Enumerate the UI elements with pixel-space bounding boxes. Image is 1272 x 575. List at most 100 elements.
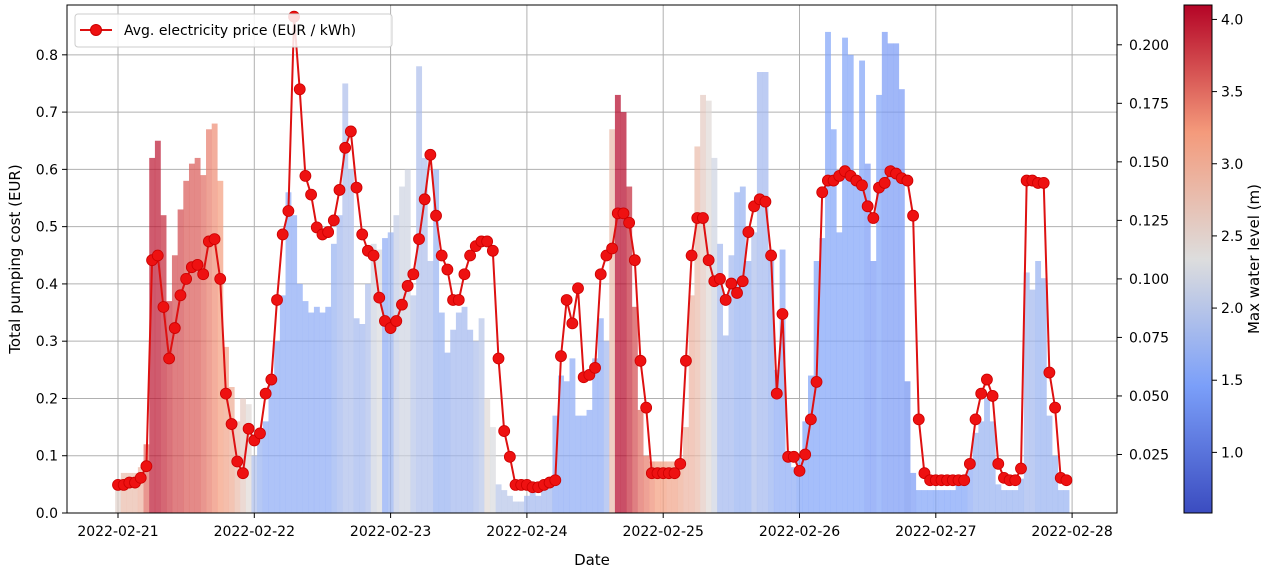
cost-bar [268,375,275,513]
price-point [242,422,255,435]
cost-bars [115,31,1070,513]
cost-bar [1046,415,1053,513]
y-left-tick-label: 0.5 [36,220,58,236]
cost-bar [649,461,655,513]
cost-bar [313,306,320,513]
price-point [981,373,993,386]
price-point [674,457,687,470]
y-right-tick-label: 0.175 [1129,96,1169,112]
cost-bar [416,66,423,513]
price-point [731,287,743,299]
cost-bar [626,186,633,513]
cost-bar [171,255,178,513]
x-tick-label: 2022-02-23 [350,524,431,540]
cost-bar [421,157,428,513]
cost-bar [643,455,650,513]
x-tick-label: 2022-02-27 [895,524,976,540]
colorbar-axis: 1.0 1.5 2.0 2.5 3.0 3.5 4.0 [1212,12,1243,461]
price-point [680,354,692,367]
cost-bar [978,421,985,513]
price-point [407,268,420,281]
price-point [435,249,448,262]
colorbar-tick-label: 1.5 [1221,373,1243,389]
y-right-tick-label: 0.050 [1129,389,1169,405]
y-left-tick-label: 0.8 [36,48,58,64]
cost-bar [188,163,195,513]
cost-bar [115,484,122,513]
cost-bar [387,232,394,513]
cost-bar [336,215,343,513]
cost-bar [683,427,689,513]
cost-bar [836,232,843,513]
cost-bar [166,301,173,513]
price-point [912,413,925,426]
cost-bar [279,295,286,513]
cost-bar [921,490,928,513]
cost-bar [376,249,383,513]
price-point [486,244,499,257]
price-point [157,301,170,313]
price-point [163,352,176,365]
price-point [861,200,874,213]
price-point [282,205,295,217]
cost-bar [989,421,996,513]
cost-bar [370,243,377,513]
y-right-tick-label: 0.200 [1129,38,1169,54]
cost-bar [319,312,326,513]
cost-bar [603,341,610,513]
price-point [878,177,891,189]
price-point [481,235,494,248]
cost-bar [887,43,894,513]
cost-bar [404,169,411,513]
price-point [373,291,386,304]
price-point [151,249,164,262]
x-axis: 2022-02-21 2022-02-22 2022-02-23 2022-02-24… [77,513,1113,540]
price-point [424,148,437,161]
price-point [668,467,681,480]
price-point [339,141,352,154]
cost-bar [949,490,956,513]
cost-bar [995,484,1002,513]
cost-bar [495,484,502,513]
cost-bar [984,398,990,513]
cost-bar [183,180,190,513]
cost-bar [728,255,735,513]
price-point [685,249,698,262]
cost-bar [898,89,905,513]
price-point [963,457,976,470]
price-point [617,207,630,220]
price-point [765,249,778,262]
cost-bar [206,129,212,513]
price-point [856,179,868,192]
plot-frame [66,4,1118,514]
cost-bar [455,312,462,513]
cost-bar [353,318,360,513]
price-point [271,294,283,306]
cost-bar [472,341,479,513]
cost-bar [296,283,303,513]
price-point [276,228,289,241]
cost-bar [666,461,672,513]
cost-bar [348,169,354,513]
cost-bar [955,484,962,513]
cost-bar [580,415,587,513]
cost-bar [160,215,167,513]
cost-bar [932,490,939,513]
cost-bar [308,312,315,513]
legend: Avg. electricity price (EUR / kWh) [74,13,393,48]
cost-bar [620,112,627,513]
legend-entry: Avg. electricity price (EUR / kWh) [124,23,356,39]
y-axis-left: 0.0 0.1 0.2 0.3 0.4 0.5 0.6 0.7 0.8 [36,48,67,522]
x-tick-label: 2022-02-22 [214,524,295,540]
cost-bar [961,478,968,513]
cost-bar [967,467,973,513]
cost-bar [711,157,718,513]
price-point [986,390,999,402]
price-point [589,361,601,374]
cost-bar [501,490,508,513]
cost-bar [830,129,837,513]
cost-bar [365,283,371,513]
cost-bar [478,318,485,513]
price-point [702,254,715,267]
price-point [1049,401,1061,414]
